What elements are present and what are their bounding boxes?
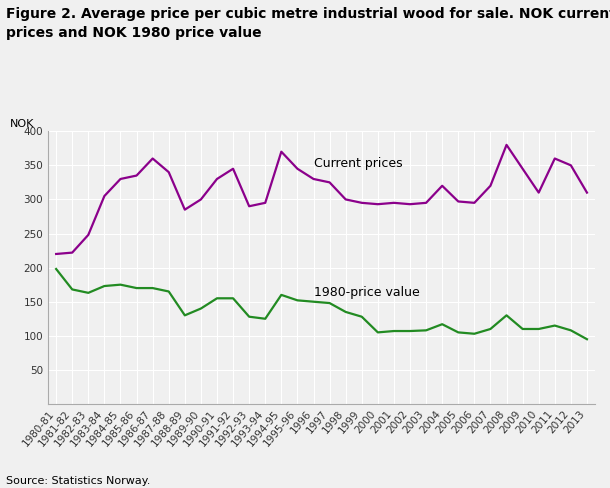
Text: Current prices: Current prices xyxy=(314,157,402,170)
Text: Source: Statistics Norway.: Source: Statistics Norway. xyxy=(6,476,151,486)
Text: NOK: NOK xyxy=(10,119,34,128)
Text: 1980-price value: 1980-price value xyxy=(314,286,419,299)
Text: Figure 2. Average price per cubic metre industrial wood for sale. NOK current
pr: Figure 2. Average price per cubic metre … xyxy=(6,7,610,40)
